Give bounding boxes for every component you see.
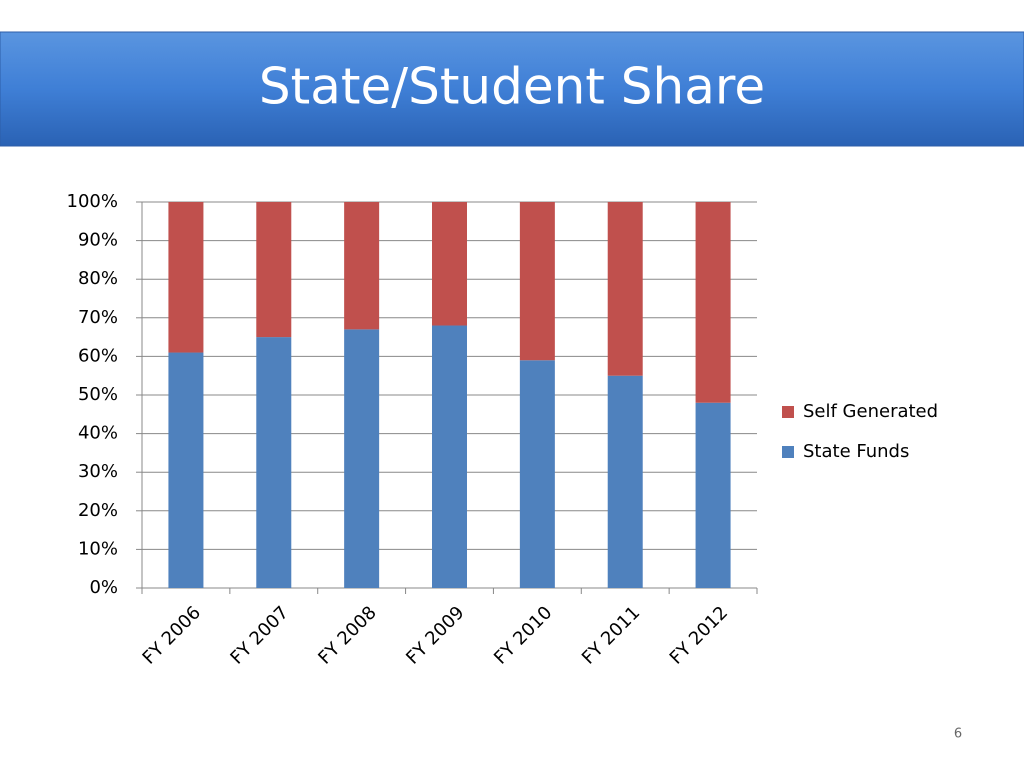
bar-segment [168,202,204,353]
legend-label: State Funds [803,441,909,462]
chart-title: State/Student Share [259,58,765,116]
y-tick-label: 70% [78,307,118,328]
y-tick-label: 90% [78,230,118,251]
legend-swatch [782,446,794,458]
bar-segment [256,337,292,588]
bar-segment [256,202,292,338]
x-tick-label: FY 2011 [578,602,644,668]
title-banner [0,31,1024,147]
y-tick-label: 0% [89,577,118,598]
x-tick-label: FY 2006 [139,602,205,668]
bar-segment [519,202,555,361]
bar-segment [607,375,643,588]
y-tick-label: 100% [67,191,118,212]
y-tick-label: 40% [78,423,118,444]
x-tick-label: FY 2007 [226,602,292,668]
bar-segment [168,352,204,588]
x-tick-label: FY 2012 [666,602,732,668]
bar-segment [432,325,467,588]
bar-segment [344,202,380,330]
page-number: 6 [954,727,962,742]
legend-label: Self Generated [803,401,938,422]
legend-swatch [782,406,794,418]
bar-segment [695,202,731,403]
bar-segment [432,202,467,326]
y-tick-label: 80% [78,268,118,289]
y-tick-label: 60% [78,345,118,366]
x-tick-label: FY 2010 [490,602,556,668]
bar-segment [519,360,555,588]
y-tick-label: 20% [78,500,118,521]
bar-segment [607,202,643,376]
y-tick-label: 50% [78,384,118,405]
bar-segment [695,402,731,588]
x-tick-label: FY 2008 [314,602,380,668]
bar-segment [344,329,380,588]
y-tick-label: 10% [78,538,118,559]
y-tick-label: 30% [78,461,118,482]
x-tick-label: FY 2009 [402,602,468,668]
